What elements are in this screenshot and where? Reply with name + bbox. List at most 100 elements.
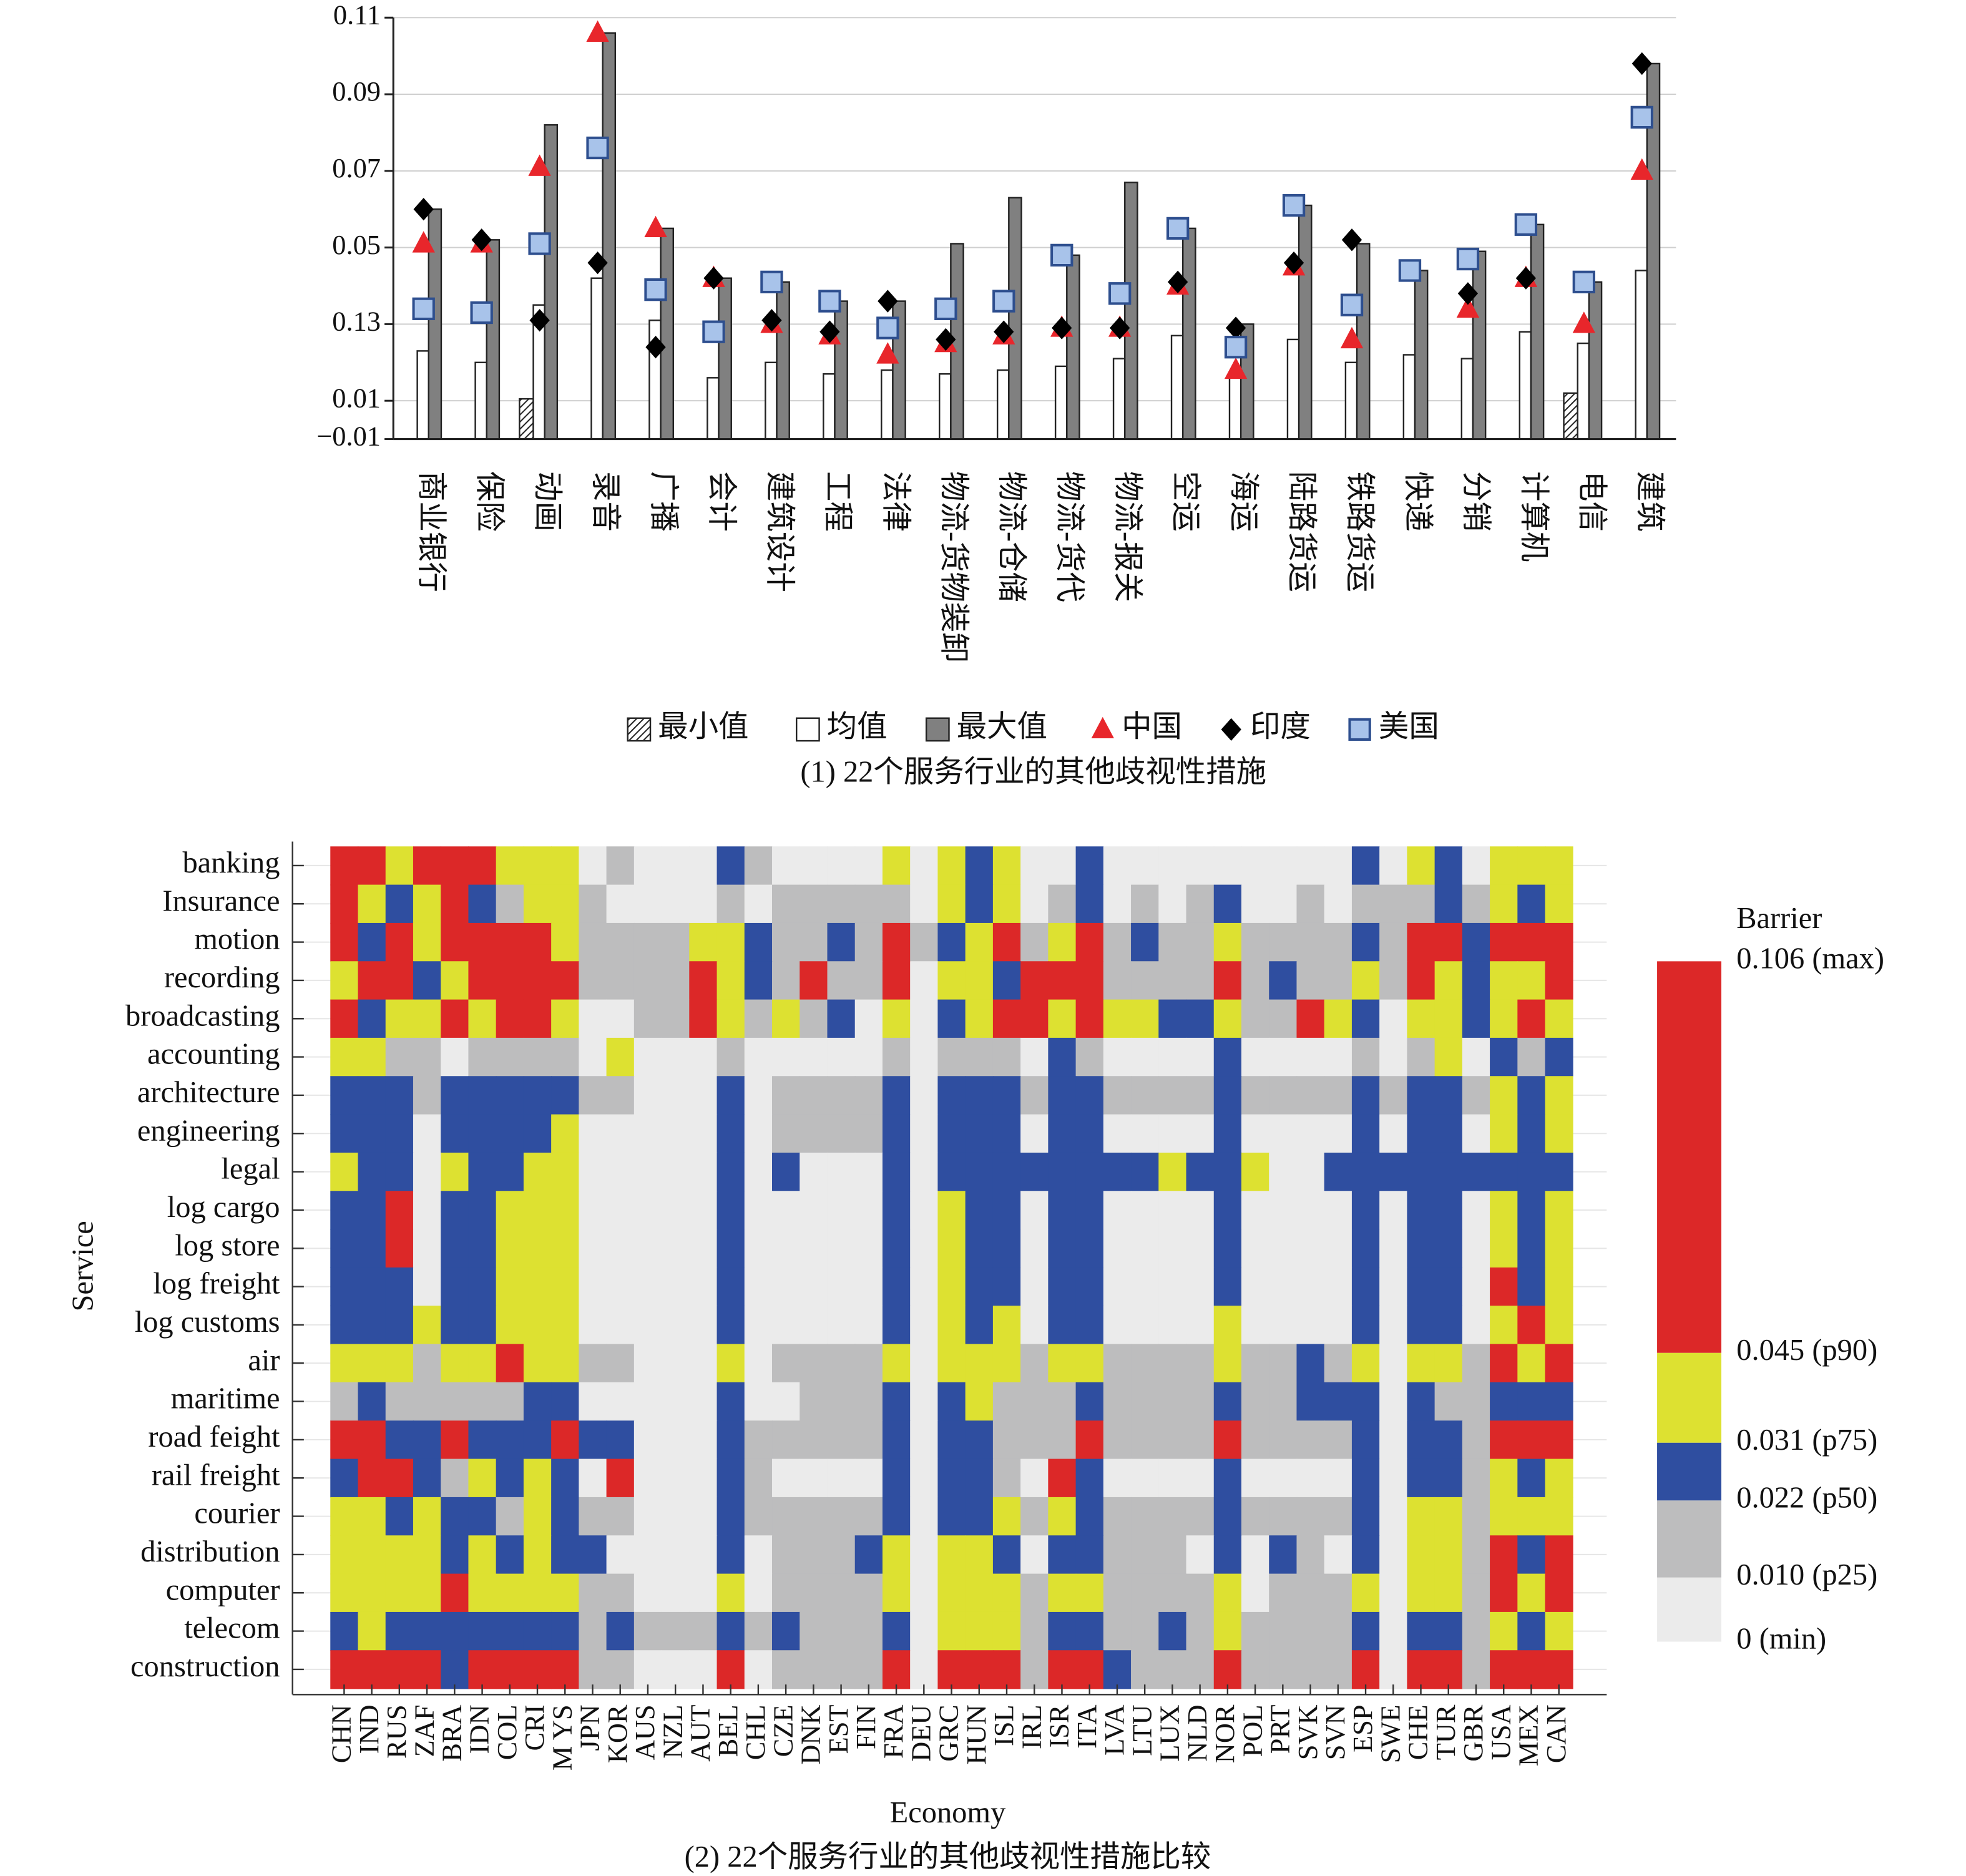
heatmap-cell <box>1186 1267 1215 1307</box>
heatmap-cell <box>441 1344 469 1383</box>
heatmap-cell <box>854 1306 883 1345</box>
heatmap-cell <box>1131 1191 1160 1230</box>
heatmap-cell <box>1545 1076 1573 1115</box>
marker-square <box>1340 293 1364 316</box>
heatmap-cell <box>965 846 994 886</box>
heatmap-cell <box>1075 1382 1104 1422</box>
heatmap-cell <box>1324 846 1352 886</box>
heatmap-cell <box>606 1420 635 1460</box>
heatmap-cell <box>772 1382 801 1422</box>
heatmap-cell <box>1434 1458 1463 1498</box>
heatmap-cell <box>882 1458 911 1498</box>
heatmap-cell <box>358 1191 386 1230</box>
heatmap-cell <box>854 1037 883 1077</box>
heatmap-cell <box>330 1306 359 1345</box>
heatmap-cell <box>662 846 690 886</box>
heatmap-cell <box>1158 1191 1187 1230</box>
heatmap-cell <box>744 961 773 1000</box>
marker-triangle <box>1224 357 1248 379</box>
heatmap-cell <box>1131 1497 1160 1536</box>
heatmap-cell <box>772 1458 801 1498</box>
heatmap-cell <box>1324 1037 1352 1077</box>
heatmap-cell <box>910 1611 939 1651</box>
heatmap-cell <box>413 1650 442 1689</box>
heatmap-cell <box>1020 1382 1049 1422</box>
heatmap-cell <box>1434 1344 1463 1383</box>
heatmap-cell <box>579 1076 607 1115</box>
marker-diamond <box>529 309 550 332</box>
y-axis-title: Service <box>67 1221 100 1311</box>
heatmap-cell <box>1324 1076 1352 1115</box>
bar <box>1008 197 1022 440</box>
heatmap-cell <box>1324 1152 1352 1192</box>
heatmap-cell <box>385 1573 414 1613</box>
heatmap-cell <box>716 1535 745 1575</box>
heatmap-cell <box>1296 1573 1325 1613</box>
heatmap-cell <box>744 1152 773 1192</box>
bar <box>1563 392 1578 440</box>
heatmap-cell <box>1103 922 1132 962</box>
heatmap-cell <box>358 1267 386 1307</box>
heatmap-cell <box>358 1650 386 1689</box>
heatmap-cell <box>992 1535 1021 1575</box>
heatmap-cell <box>330 1191 359 1230</box>
heatmap-cell <box>579 1267 607 1307</box>
heatmap-cell <box>827 1037 856 1077</box>
heatmap-cell <box>716 1650 745 1689</box>
heatmap-cell <box>1545 1114 1573 1153</box>
marker-diamond <box>761 309 782 332</box>
heatmap-cell <box>523 1382 552 1422</box>
heatmap-cell <box>662 1191 690 1230</box>
heatmap-cell <box>1241 1382 1270 1422</box>
heatmap-cell <box>1379 1267 1408 1307</box>
heatmap-cell <box>689 1573 718 1613</box>
heatmap-cell <box>1213 961 1242 1000</box>
heatmap-cell <box>1269 1076 1298 1115</box>
heatmap-cell <box>523 961 552 1000</box>
heatmap-cell <box>827 1114 856 1153</box>
heatmap-cell <box>744 999 773 1038</box>
x-tick-label: 录音 <box>589 471 622 532</box>
x-tick-label: 物流-报关 <box>1111 471 1144 602</box>
heatmap-cell <box>468 884 497 924</box>
x-tick-label: CAN <box>1540 1704 1572 1763</box>
heatmap-cell <box>744 1037 773 1077</box>
heatmap-cell <box>772 1114 801 1153</box>
heatmap-cell <box>330 1382 359 1422</box>
heatmap-cell <box>1075 1497 1104 1536</box>
heatmap-cell <box>1186 1497 1215 1536</box>
heatmap-cell <box>1241 961 1270 1000</box>
heatmap-cell <box>1075 1535 1104 1575</box>
heatmap-cell <box>910 1306 939 1345</box>
heatmap-cell <box>496 1229 524 1268</box>
heatmap-cell <box>910 1497 939 1536</box>
heatmap-cell <box>1131 1306 1160 1345</box>
heatmap-cell <box>772 1076 801 1115</box>
heatmap-cell <box>1048 1229 1077 1268</box>
heatmap-cell <box>827 1382 856 1422</box>
heatmap-cell <box>441 1497 469 1536</box>
heatmap-cell <box>1296 1650 1325 1689</box>
heatmap-cell <box>1075 1458 1104 1498</box>
marker-triangle <box>1456 296 1480 318</box>
heatmap-cell <box>579 1152 607 1192</box>
heatmap-cell <box>1517 1650 1546 1689</box>
heatmap-cell <box>882 1650 911 1689</box>
heatmap-cell <box>800 1573 828 1613</box>
heatmap-cell <box>992 999 1021 1038</box>
heatmap-cell <box>716 1458 745 1498</box>
heatmap-cell <box>1490 1114 1519 1153</box>
heatmap-cell <box>1351 922 1380 962</box>
heatmap-cell <box>606 1611 635 1651</box>
heatmap-cell <box>827 961 856 1000</box>
heatmap-cell <box>937 922 966 962</box>
heatmap-cell <box>662 1650 690 1689</box>
heatmap-cell <box>1020 1497 1049 1536</box>
heatmap-cell <box>330 1267 359 1307</box>
heatmap-cell <box>854 1497 883 1536</box>
heatmap-cell <box>1241 1152 1270 1192</box>
heatmap-cell <box>1131 1420 1160 1460</box>
heatmap-cell <box>579 1344 607 1383</box>
heatmap-cell <box>1490 1458 1519 1498</box>
heatmap-cell <box>551 961 580 1000</box>
